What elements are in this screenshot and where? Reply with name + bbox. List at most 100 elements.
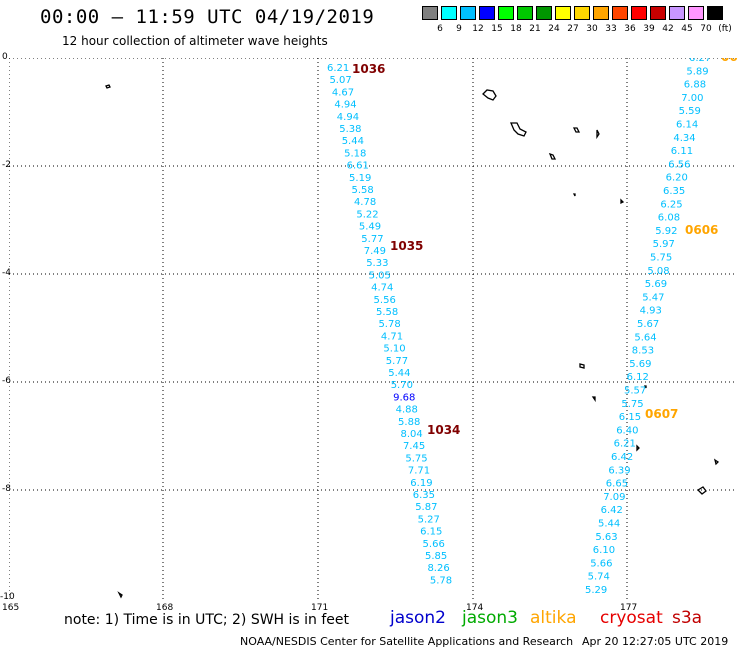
scale-swatch	[707, 6, 723, 20]
wave-height-value: 6.14	[676, 120, 698, 131]
wave-height-value: 6.35	[663, 186, 685, 197]
wave-height-value: 5.64	[634, 332, 656, 343]
scale-label: 33	[605, 24, 617, 34]
wave-height-value: 6.27	[689, 58, 711, 64]
scale-unit: (ft)	[718, 24, 732, 34]
scale-swatch	[441, 6, 457, 20]
wave-height-value: 8.04	[401, 429, 423, 440]
wave-height-value: 7.09	[603, 492, 625, 503]
wave-height-value: 5.66	[590, 558, 612, 569]
scale-label: 39	[643, 24, 655, 34]
scale-label: 45	[681, 24, 693, 34]
wave-height-value: 6.56	[668, 159, 690, 170]
lon-label: 174	[466, 603, 484, 613]
lat-label: -6	[2, 376, 11, 386]
scale-label: 42	[662, 24, 674, 34]
island-outline	[596, 129, 600, 140]
island-outline	[696, 486, 707, 495]
scale-label: 36	[624, 24, 636, 34]
wave-height-value: 5.47	[642, 292, 664, 303]
wave-height-value: 5.67	[637, 319, 659, 330]
scale-label: 27	[567, 24, 579, 34]
legend-altika: altika	[530, 608, 577, 628]
wave-height-value: 5.75	[621, 399, 643, 410]
wave-height-value: 6.40	[616, 425, 638, 436]
wave-height-value: 6.08	[658, 213, 680, 224]
legend-cryosat: cryosat	[600, 608, 663, 628]
scale-swatch	[498, 6, 514, 20]
wave-height-value: 5.56	[374, 295, 396, 306]
scale-label: 15	[491, 24, 503, 34]
wave-height-value: 5.77	[386, 356, 408, 367]
footer-credit: NOAA/NESDIS Center for Satellite Applica…	[240, 635, 574, 648]
wave-height-value: 5.10	[383, 344, 405, 355]
wave-height-value: 4.34	[673, 133, 695, 144]
wave-height-value: 6.42	[611, 452, 633, 463]
wave-height-value: 5.44	[598, 519, 620, 530]
wave-height-value: 5.78	[430, 575, 452, 586]
wave-height-value: 6.61	[347, 161, 369, 172]
scale-label: 9	[456, 24, 462, 34]
wave-height-value: 6.15	[420, 527, 442, 538]
scale-swatch	[536, 6, 552, 20]
wave-height-value: 4.71	[381, 331, 403, 342]
scale-swatch	[574, 6, 590, 20]
island-outline	[636, 444, 640, 452]
lat-label: -8	[2, 484, 11, 494]
map-title: 00:00 – 11:59 UTC 04/19/2019	[40, 6, 375, 28]
wave-height-value: 5.78	[378, 319, 400, 330]
wave-height-value: 7.45	[403, 441, 425, 452]
wave-height-value: 5.87	[415, 502, 437, 513]
wave-height-value: 5.77	[361, 234, 383, 245]
wave-height-value: 5.08	[647, 266, 669, 277]
pass-time-label: 1034	[427, 423, 460, 437]
lon-label: 168	[156, 603, 174, 613]
wave-height-value: 5.27	[418, 514, 440, 525]
scale-label: 24	[548, 24, 560, 34]
wave-height-value: 5.44	[388, 368, 410, 379]
scale-swatch	[631, 6, 647, 20]
lon-label: 177	[620, 603, 638, 613]
wave-height-value: 7.71	[408, 466, 430, 477]
scale-label: 30	[586, 24, 598, 34]
legend-s3a: s3a	[672, 608, 703, 628]
scale-swatch	[650, 6, 666, 20]
wave-height-value: 6.19	[410, 478, 432, 489]
scale-swatch	[688, 6, 704, 20]
wave-height-value: 6.11	[671, 146, 693, 157]
wave-height-value: 5.49	[359, 222, 381, 233]
wave-height-value: 5.58	[352, 185, 374, 196]
lat-label: 0	[2, 52, 8, 62]
wave-height-value: 4.88	[396, 405, 418, 416]
scale-swatch	[517, 6, 533, 20]
wave-height-value: 5.19	[349, 173, 371, 184]
map-subtitle: 12 hour collection of altimeter wave hei…	[62, 34, 328, 48]
island-outline	[105, 84, 111, 89]
lat-label: -4	[2, 268, 11, 278]
wave-height-value: 6.20	[666, 173, 688, 184]
wave-height-value: 5.75	[650, 253, 672, 264]
wave-height-value: 4.94	[334, 100, 356, 111]
wave-height-value: 5.57	[624, 386, 646, 397]
wave-height-value: 4.74	[371, 283, 393, 294]
pass-time-label: 0607	[645, 407, 678, 421]
wave-height-value: 5.92	[655, 226, 677, 237]
lat-label: -10	[0, 592, 15, 602]
wave-height-value: 5.07	[329, 75, 351, 86]
scale-swatch	[555, 6, 571, 20]
wave-height-value: 5.59	[679, 106, 701, 117]
wave-height-value: 5.58	[376, 307, 398, 318]
scale-swatch	[479, 6, 495, 20]
wave-height-value: 5.38	[339, 124, 361, 135]
wave-height-value: 5.18	[344, 148, 366, 159]
island-outline	[591, 396, 596, 403]
scale-swatch	[460, 6, 476, 20]
lon-label: 165	[2, 603, 20, 613]
wave-height-value: 5.75	[405, 453, 427, 464]
scale-swatch	[669, 6, 685, 20]
wave-height-value: 9.68	[393, 392, 415, 403]
wave-height-value: 5.33	[366, 258, 388, 269]
wave-height-value: 4.67	[332, 87, 354, 98]
wave-height-value: 4.94	[337, 112, 359, 123]
wave-height-value: 5.29	[585, 585, 607, 596]
